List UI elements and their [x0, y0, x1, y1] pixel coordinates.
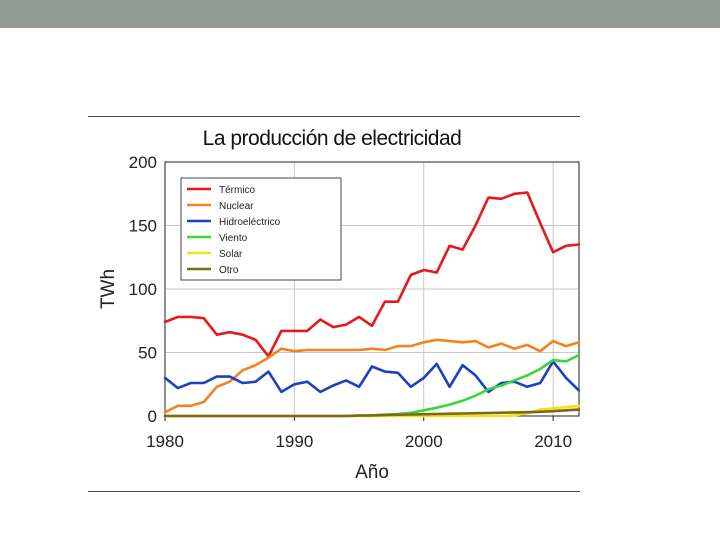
- x-tick-label: 1990: [275, 432, 313, 451]
- x-tick-label: 2010: [534, 432, 572, 451]
- legend-label: Nuclear: [219, 201, 254, 212]
- legend-label: Hidroeléctrico: [219, 217, 281, 228]
- legend-label: Solar: [219, 249, 243, 260]
- legend-label: Térmico: [219, 185, 256, 196]
- bottom-rule: [88, 491, 580, 492]
- legend-box: [180, 177, 342, 281]
- chart-svg: La producción de electricidad 0 50 100 150 2…: [98, 127, 580, 483]
- top-rule: [88, 116, 580, 117]
- legend-label: Otro: [219, 265, 239, 276]
- y-axis-label: TWh: [98, 269, 119, 309]
- series-line-3: [163, 353, 580, 418]
- y-tick-label: 200: [129, 153, 157, 172]
- y-tick-label: 100: [129, 280, 157, 299]
- series-line-2: [163, 360, 580, 394]
- series-line-0: [163, 191, 580, 358]
- x-axis-label: Año: [355, 462, 389, 483]
- y-tick-label: 50: [138, 344, 157, 363]
- series-line-5: [163, 408, 580, 418]
- chart-title: La producción de electricidad: [203, 127, 462, 150]
- y-tick-label: 0: [148, 407, 157, 426]
- legend-label: Viento: [219, 233, 248, 244]
- chart-figure: La producción de electricidad 0 50 100 150 2…: [88, 116, 580, 492]
- y-tick-label: 150: [129, 217, 157, 236]
- x-tick-label: 2000: [405, 432, 443, 451]
- slide-header-bar: [0, 0, 720, 28]
- x-tick-label: 1980: [146, 432, 184, 451]
